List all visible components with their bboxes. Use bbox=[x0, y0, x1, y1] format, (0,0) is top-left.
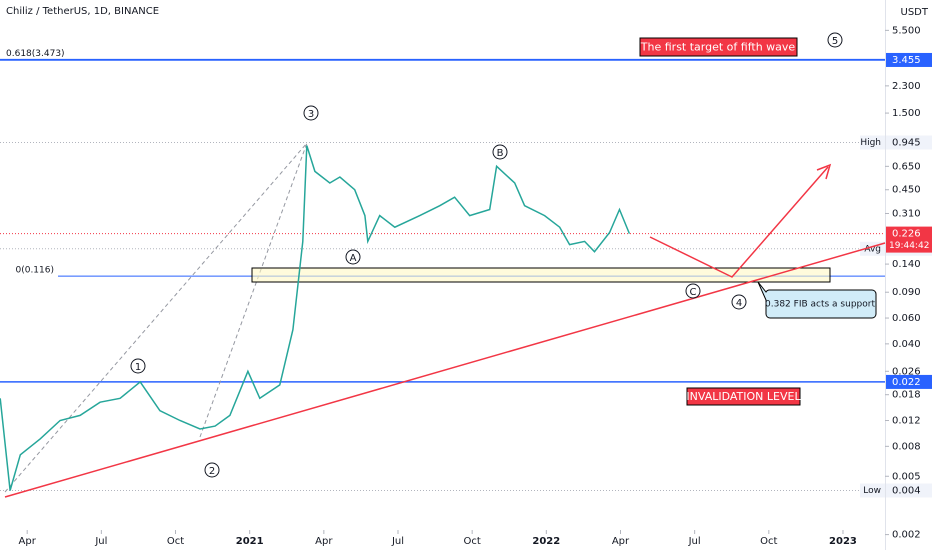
wave-circle bbox=[492, 144, 508, 160]
wave-label: 3 bbox=[308, 109, 314, 120]
x-tick-label: 2021 bbox=[236, 536, 264, 547]
y-tick-label: 0.005 bbox=[892, 471, 921, 482]
stat-value: 0.004 bbox=[892, 485, 921, 496]
wave-circle bbox=[685, 283, 701, 299]
price-box bbox=[886, 52, 932, 67]
wave-circle bbox=[130, 358, 146, 374]
last-price-box bbox=[886, 226, 932, 253]
y-tick-label: 1.500 bbox=[892, 108, 921, 119]
y-tick-label: 0.040 bbox=[892, 339, 921, 350]
target-box bbox=[639, 37, 798, 57]
grid: 5.500 2.300 1.500 0.650 0.450 0.310 0.140 0.090… bbox=[0, 25, 932, 547]
price-box bbox=[886, 374, 932, 389]
y-tick-label: 0.060 bbox=[892, 313, 921, 324]
y-tick-label: 0.450 bbox=[892, 185, 921, 196]
forecast-arrow bbox=[649, 166, 829, 278]
stat-name-box bbox=[860, 483, 885, 498]
y-tick-label: 2.300 bbox=[892, 81, 921, 92]
stat-name: Avg bbox=[864, 244, 881, 254]
fib-label: 0.618(3.473) bbox=[6, 49, 65, 59]
x-tick-label: Jul bbox=[391, 536, 404, 547]
trend-line bbox=[4, 242, 886, 498]
x-tick-label: Oct bbox=[760, 536, 777, 547]
wave-label: 2 bbox=[209, 466, 215, 477]
invalidation-box bbox=[686, 387, 801, 406]
price-line bbox=[0, 145, 631, 491]
x-tick-label: Jul bbox=[688, 536, 701, 547]
series bbox=[0, 145, 631, 491]
arrow-head bbox=[816, 163, 832, 180]
x-tick-label: Apr bbox=[612, 536, 630, 547]
y-tick-label: 5.500 bbox=[892, 25, 921, 36]
y-tick-label: 0.018 bbox=[892, 390, 921, 401]
wave-label: 1 bbox=[135, 362, 141, 373]
price-label: 0.022 bbox=[892, 377, 921, 388]
y-tick-label: 0.140 bbox=[892, 259, 921, 270]
wave-label: 5 bbox=[832, 36, 838, 47]
callout-text: 0.382 FIB acts a support bbox=[765, 300, 875, 310]
callout bbox=[757, 281, 877, 319]
stat-name: High bbox=[860, 138, 881, 148]
y-tick-label: 0.310 bbox=[892, 208, 921, 219]
wave-label: A bbox=[350, 253, 357, 264]
currency: USDT bbox=[901, 7, 929, 18]
dashed-line bbox=[199, 142, 308, 438]
x-tick-label: Apr bbox=[315, 536, 333, 547]
x-tick-label: Jul bbox=[94, 536, 107, 547]
wave-circle bbox=[345, 249, 361, 265]
y-tick-label: 0.002 bbox=[892, 530, 921, 541]
price-label: 3.455 bbox=[892, 55, 921, 66]
stat-value: 0.945 bbox=[892, 138, 921, 149]
x-tick-label: Oct bbox=[167, 536, 184, 547]
wave-label: B bbox=[497, 148, 504, 159]
y-tick-label: 0.008 bbox=[892, 441, 921, 452]
x-tick-label: 2022 bbox=[532, 536, 560, 547]
support-zone bbox=[251, 267, 831, 283]
wave-circle bbox=[731, 294, 747, 310]
wave-label: C bbox=[690, 287, 697, 298]
y-tick-label: 0.012 bbox=[892, 416, 921, 427]
y-tick-label: 0.026 bbox=[892, 366, 921, 377]
x-tick-label: 2023 bbox=[829, 536, 857, 547]
last-price: 0.226 bbox=[892, 229, 921, 240]
fib-label: 0(0.116) bbox=[15, 266, 54, 276]
x-tick-label: Oct bbox=[464, 536, 481, 547]
target-text: The first target of fifth wave bbox=[640, 41, 796, 54]
wave-circle bbox=[303, 105, 319, 121]
y-tick-label: 0.650 bbox=[892, 161, 921, 172]
wave-circle bbox=[204, 462, 220, 478]
wave-labels: 1 2 3 4 5 A B C bbox=[130, 32, 843, 478]
x-tick-label: Apr bbox=[19, 536, 37, 547]
wave-label: 4 bbox=[736, 298, 742, 309]
y-tick-label: 0.090 bbox=[892, 287, 921, 298]
chart-title: Chiliz / TetherUS, 1D, BINANCE bbox=[6, 6, 159, 17]
stat-box bbox=[886, 483, 932, 498]
stat-box bbox=[886, 135, 932, 150]
countdown: 19:44:42 bbox=[889, 241, 929, 251]
stat-name-box bbox=[860, 135, 885, 150]
invalidation-text: INVALIDATION LEVEL bbox=[686, 390, 801, 403]
wave-circle bbox=[827, 32, 843, 48]
stat-name: Low bbox=[863, 486, 881, 496]
